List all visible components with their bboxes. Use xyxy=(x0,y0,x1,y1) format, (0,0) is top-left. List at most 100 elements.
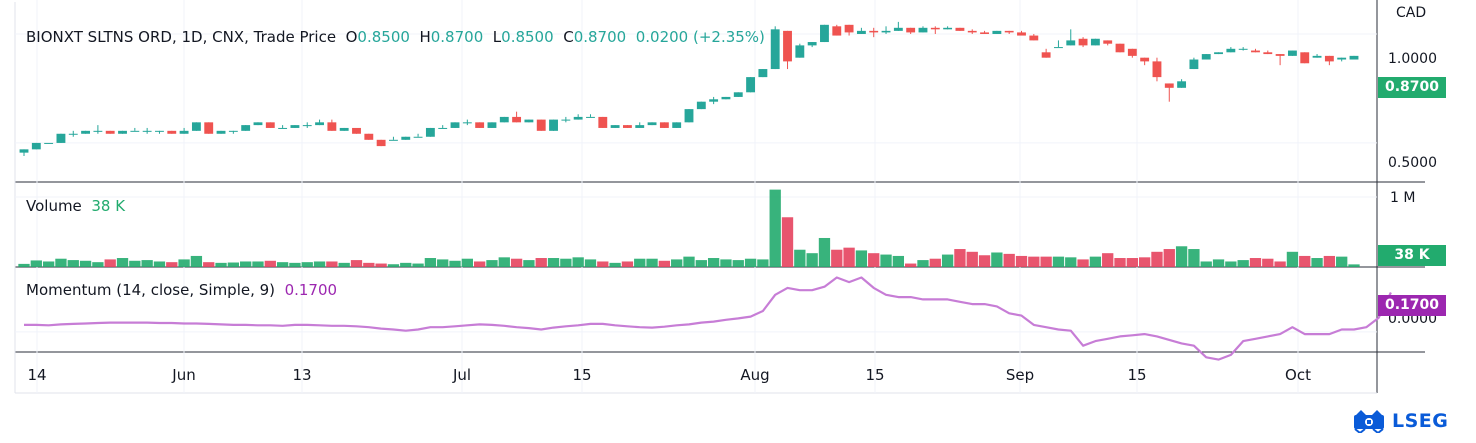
volume-bar xyxy=(831,249,843,267)
low-value: 0.8500 xyxy=(501,28,554,46)
volume-bar xyxy=(1348,264,1360,267)
price-legend: BIONXT SLTNS ORD, 1D, CNX, Trade Price O… xyxy=(26,28,765,46)
volume-bar xyxy=(1175,246,1188,267)
candle-body xyxy=(672,122,682,128)
candle-body xyxy=(1164,83,1174,88)
candle-body xyxy=(610,125,620,128)
candle-body xyxy=(549,119,558,131)
candle-body xyxy=(499,116,509,123)
volume-bar xyxy=(203,262,215,267)
volume-bar xyxy=(473,261,486,267)
volume-bar xyxy=(609,262,621,267)
volume-bar xyxy=(141,260,153,267)
x-axis-label: 15 xyxy=(1127,366,1147,384)
volume-bar xyxy=(326,261,338,267)
volume-bar xyxy=(917,260,929,267)
volume-bar xyxy=(1077,259,1089,267)
volume-bar xyxy=(510,258,523,267)
candle-body xyxy=(1054,47,1063,49)
volume-bar xyxy=(1151,251,1163,267)
volume-bar xyxy=(720,259,732,267)
volume-bar xyxy=(868,253,880,267)
volume-bar xyxy=(400,262,412,267)
candle-body xyxy=(524,119,534,123)
candle-body xyxy=(118,130,127,134)
candle-body xyxy=(19,149,29,153)
candle-body xyxy=(770,29,780,70)
candle-body xyxy=(930,27,940,30)
candle-body xyxy=(696,101,706,110)
grid xyxy=(14,0,1425,394)
candle-body xyxy=(893,27,903,31)
candle-body xyxy=(536,119,546,131)
candle-body xyxy=(1287,50,1297,56)
volume-axis-tick: 1 M xyxy=(1390,190,1416,206)
volume-legend-label: Volume xyxy=(26,197,82,215)
volume-bar xyxy=(547,258,560,267)
candle-body xyxy=(413,136,423,138)
volume-last-tag: 38 K xyxy=(1378,245,1446,266)
momentum-legend: Momentum (14, close, Simple, 9) 0.1700 xyxy=(26,281,337,299)
candle-body xyxy=(265,122,275,128)
candle-body xyxy=(746,77,756,93)
volume-bar xyxy=(178,259,190,267)
candle-body xyxy=(1189,59,1199,70)
candle-body xyxy=(659,122,669,128)
volume-bar xyxy=(991,252,1003,267)
volume-bar xyxy=(104,259,116,267)
candle-body xyxy=(1312,55,1322,58)
candle-body xyxy=(462,122,472,124)
candle-body xyxy=(475,122,485,128)
candle-body xyxy=(228,130,238,132)
candle-body xyxy=(167,130,177,134)
close-label: C xyxy=(563,28,574,46)
volume-bar xyxy=(794,249,806,267)
volume-bar xyxy=(1028,256,1040,267)
volume-bar xyxy=(744,258,757,267)
candle-body xyxy=(1140,57,1150,62)
candle-body xyxy=(105,130,115,134)
candle-body xyxy=(758,69,768,78)
change-value: 0.0200 (+2.35%) xyxy=(635,28,765,46)
open-value: 0.8500 xyxy=(357,28,410,46)
price-legend-title: BIONXT SLTNS ORD, 1D, CNX, Trade Price xyxy=(26,28,337,46)
volume-legend: Volume 38 K xyxy=(26,197,125,215)
volume-bar xyxy=(1015,255,1028,267)
candle-body xyxy=(709,99,719,102)
volume-bar xyxy=(1225,261,1237,267)
volume-bar xyxy=(363,262,375,267)
volume-bar xyxy=(449,260,461,267)
volume-bar xyxy=(486,260,498,267)
candle-body xyxy=(1324,55,1334,62)
volume-bar xyxy=(30,260,42,267)
volume-bar xyxy=(1262,258,1274,267)
candle-body xyxy=(967,30,977,33)
candle-body xyxy=(1300,52,1310,64)
x-axis-label: Jun xyxy=(172,366,196,384)
candle-body xyxy=(31,142,41,150)
candle-body xyxy=(1041,52,1051,58)
momentum-legend-label: Momentum (14, close, Simple, 9) xyxy=(26,281,276,299)
x-axis-label: 15 xyxy=(572,366,592,384)
volume-bar xyxy=(79,260,92,267)
volume-bar xyxy=(215,262,227,267)
candle-body xyxy=(1349,55,1359,60)
volume-bar xyxy=(1299,255,1311,267)
lseg-logo: LSEG xyxy=(1352,408,1448,434)
candle-body xyxy=(955,27,965,31)
candle-body xyxy=(1152,61,1162,78)
candle-body xyxy=(1103,40,1113,44)
volume-bar xyxy=(1126,258,1138,267)
volume-bar xyxy=(1188,249,1200,267)
volume-bar xyxy=(1102,253,1114,267)
candle-body xyxy=(1029,35,1039,41)
candle-body xyxy=(647,122,657,126)
volume-bar xyxy=(301,262,313,267)
volume-bar xyxy=(954,249,966,267)
volume-bar xyxy=(1311,258,1323,267)
candle-body xyxy=(253,122,263,126)
candle-body xyxy=(869,30,879,33)
volume-bar xyxy=(92,262,104,267)
